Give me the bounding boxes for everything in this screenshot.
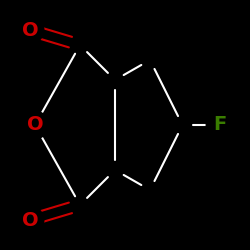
- Circle shape: [16, 16, 44, 44]
- Text: O: O: [27, 116, 43, 134]
- Circle shape: [21, 111, 49, 139]
- Text: O: O: [22, 210, 38, 230]
- Text: F: F: [214, 116, 226, 134]
- Circle shape: [16, 206, 44, 234]
- Text: O: O: [22, 20, 38, 40]
- Circle shape: [206, 111, 234, 139]
